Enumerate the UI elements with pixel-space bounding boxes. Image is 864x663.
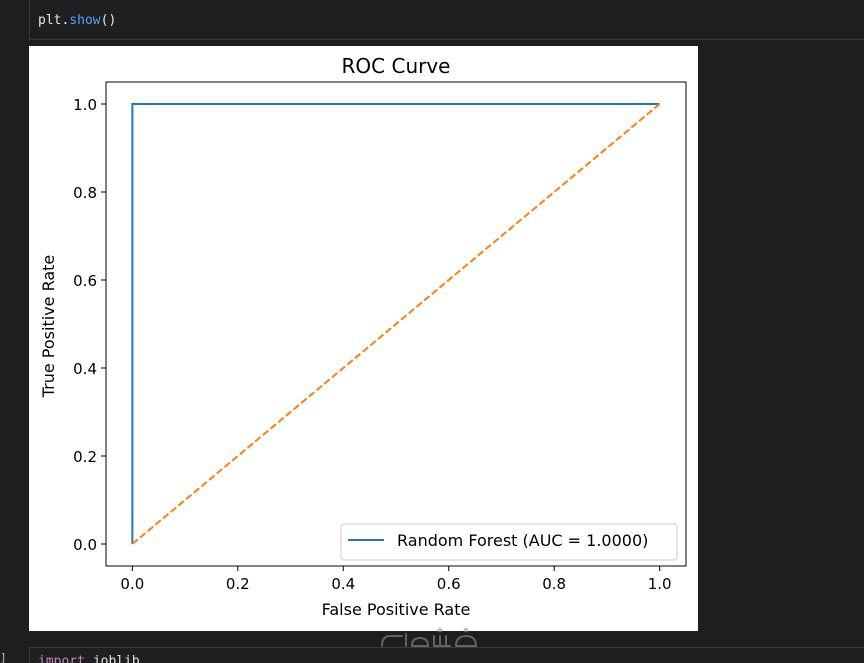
y-tick-label: 0.4 — [73, 360, 97, 378]
code-cell-show[interactable]: plt.show() — [29, 0, 864, 40]
diagonal-reference-line — [131, 103, 661, 545]
x-tick-label: 0.4 — [331, 575, 355, 593]
code-cell-import[interactable]: import joblib — [29, 647, 864, 663]
legend: Random Forest (AUC = 1.0000) — [340, 523, 678, 561]
x-tick-label: 0.2 — [226, 575, 250, 593]
roc-chart: ROC Curve 0.0 0.2 0.4 0.6 0.8 1.0 0.0 0.2 0.4 0.6… — [39, 54, 687, 619]
code-token-keyword: import — [38, 654, 85, 663]
chart-title: ROC Curve — [342, 54, 451, 78]
cell-output-plot: ROC Curve 0.0 0.2 0.4 0.6 0.8 1.0 0.0 0.2 0.4 0.6… — [29, 46, 698, 631]
x-axis-label: False Positive Rate — [322, 600, 471, 619]
y-tick-label: 0.2 — [73, 448, 97, 466]
x-tick-label: 0.6 — [437, 575, 461, 593]
y-axis-label: True Positive Rate — [39, 255, 58, 399]
code-line: import joblib — [38, 654, 140, 663]
legend-label: Random Forest (AUC = 1.0000) — [397, 531, 648, 550]
legend-box — [340, 523, 678, 561]
code-token-dot: . — [61, 13, 70, 28]
code-line: plt.show() — [38, 13, 116, 28]
y-tick-label: 1.0 — [73, 96, 97, 114]
y-tick-label: 0.0 — [73, 536, 97, 554]
y-tick-label: 0.8 — [73, 184, 97, 202]
code-token-parens: () — [100, 13, 117, 28]
plot-area: 0.0 0.2 0.4 0.6 0.8 1.0 0.0 0.2 0.4 0.6 0.8 1.0 — [73, 81, 687, 593]
x-tick-label: 0.8 — [542, 575, 566, 593]
roc-curve-line — [131, 103, 660, 544]
watermark-logo — [381, 627, 478, 647]
execution-count: ] — [0, 651, 7, 663]
x-tick-label: 1.0 — [648, 575, 672, 593]
code-token-object: plt — [38, 13, 62, 28]
plot-frame — [105, 81, 687, 567]
x-tick-label: 0.0 — [120, 575, 144, 593]
code-token-method: show — [69, 13, 101, 28]
y-tick-label: 0.6 — [73, 272, 97, 290]
code-token-module: joblib — [92, 654, 140, 663]
